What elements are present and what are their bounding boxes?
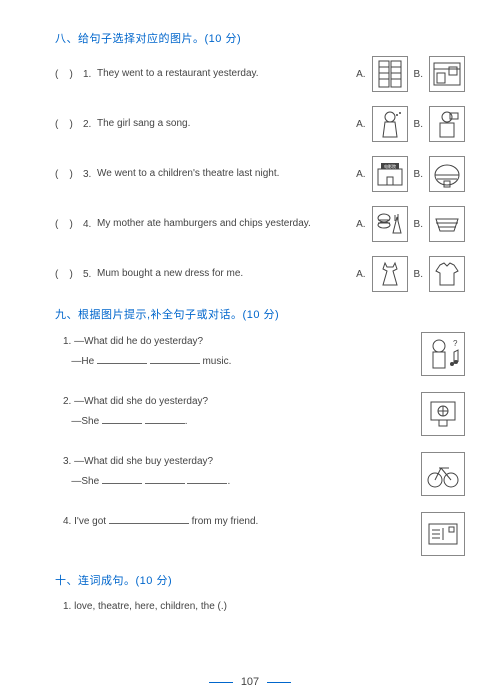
- option-a-label: A.: [356, 119, 365, 130]
- q8-item: ( ) 2. The girl sang a song. A. B.: [55, 106, 465, 142]
- q8-list: ( ) 1. They went to a restaurant yesterd…: [55, 56, 465, 292]
- q8-text: My mother ate hamburgers and chips yeste…: [97, 216, 354, 232]
- q8-item: ( ) 5. Mum bought a new dress for me. A.…: [55, 256, 465, 292]
- theatre-icon: [429, 156, 465, 192]
- restaurant-menu-icon: [372, 56, 408, 92]
- answer-paren[interactable]: ( ): [55, 69, 83, 80]
- q8-item: ( ) 4. My mother ate hamburgers and chip…: [55, 206, 465, 242]
- q9-line2b: music.: [200, 356, 232, 367]
- q9-line2a: —He: [71, 356, 97, 367]
- svg-text:?: ?: [453, 339, 458, 348]
- option-b-label: B.: [414, 269, 423, 280]
- dress-icon: [372, 256, 408, 292]
- q10-item: 1. love, theatre, here, children, the (.…: [55, 598, 465, 616]
- q9-line2b: .: [185, 416, 188, 427]
- option-b-label: B.: [414, 169, 423, 180]
- q9-number: 2.: [63, 396, 71, 407]
- q9-item: 2. —What did she do yesterday? —She .: [55, 392, 465, 436]
- q9-item: 3. —What did she buy yesterday? —She .: [55, 452, 465, 496]
- blank-input[interactable]: [109, 512, 189, 524]
- answer-paren[interactable]: ( ): [55, 119, 83, 130]
- girl-singing-icon: [372, 106, 408, 142]
- q8-number: 3.: [83, 169, 97, 180]
- blank-input[interactable]: [150, 352, 200, 364]
- option-a-label: A.: [356, 269, 365, 280]
- bicycle-icon: [421, 452, 465, 496]
- section-8-title: 八、给句子选择对应的图片。(10 分): [55, 30, 465, 46]
- q9-line1: —What did she do yesterday?: [74, 396, 208, 407]
- answer-paren[interactable]: ( ): [55, 269, 83, 280]
- q8-number: 1.: [83, 69, 97, 80]
- q8-number: 5.: [83, 269, 97, 280]
- q8-number: 4.: [83, 219, 97, 230]
- q9-line1b: from my friend.: [189, 516, 258, 527]
- option-a-label: A.: [356, 219, 365, 230]
- option-b-label: B.: [414, 119, 423, 130]
- q8-item: ( ) 1. They went to a restaurant yesterd…: [55, 56, 465, 92]
- page-number: 107: [0, 676, 500, 688]
- blank-input[interactable]: [145, 412, 185, 424]
- q9-number: 4.: [63, 516, 71, 527]
- q9-line2a: —She: [71, 476, 102, 487]
- hamburger-chips-icon: [372, 206, 408, 242]
- postcard-icon: [421, 512, 465, 556]
- option-a-label: A.: [356, 69, 365, 80]
- q9-number: 1.: [63, 336, 71, 347]
- answer-paren[interactable]: ( ): [55, 219, 83, 230]
- q9-line1: —What did she buy yesterday?: [74, 456, 213, 467]
- tshirt-icon: [429, 256, 465, 292]
- blank-input[interactable]: [102, 412, 142, 424]
- girl-watching-icon: [429, 106, 465, 142]
- section-10-title: 十、连词成句。(10 分): [55, 572, 465, 588]
- q8-text: The girl sang a song.: [97, 116, 354, 132]
- q9-line1a: I've got: [74, 516, 109, 527]
- sandwich-icon: [429, 206, 465, 242]
- q8-text: We went to a children's theatre last nig…: [97, 166, 354, 182]
- blank-input[interactable]: [187, 472, 227, 484]
- answer-paren[interactable]: ( ): [55, 169, 83, 180]
- svg-text:电影院: 电影院: [384, 163, 396, 169]
- q9-list: 1. —What did he do yesterday? —He music.…: [55, 332, 465, 556]
- cinema-icon: 电影院: [372, 156, 408, 192]
- q9-item: 1. —What did he do yesterday? —He music.…: [55, 332, 465, 376]
- blank-input[interactable]: [102, 472, 142, 484]
- basketball-tv-icon: [421, 392, 465, 436]
- blank-input[interactable]: [145, 472, 185, 484]
- q9-line2a: —She: [71, 416, 102, 427]
- q9-line1: —What did he do yesterday?: [74, 336, 203, 347]
- q8-text: Mum bought a new dress for me.: [97, 266, 354, 282]
- q10-text: love, theatre, here, children, the (.): [74, 601, 227, 612]
- room-icon: [429, 56, 465, 92]
- q10-number: 1.: [63, 601, 71, 612]
- q8-text: They went to a restaurant yesterday.: [97, 66, 354, 82]
- q9-item: 4. I've got from my friend.: [55, 512, 465, 556]
- q8-number: 2.: [83, 119, 97, 130]
- q8-item: ( ) 3. We went to a children's theatre l…: [55, 156, 465, 192]
- section-9-title: 九、根据图片提示,补全句子或对话。(10 分): [55, 306, 465, 322]
- option-b-label: B.: [414, 69, 423, 80]
- blank-input[interactable]: [97, 352, 147, 364]
- option-a-label: A.: [356, 169, 365, 180]
- q9-number: 3.: [63, 456, 71, 467]
- q9-line2b: .: [227, 476, 230, 487]
- option-b-label: B.: [414, 219, 423, 230]
- boy-music-icon: ?: [421, 332, 465, 376]
